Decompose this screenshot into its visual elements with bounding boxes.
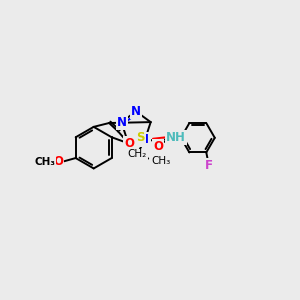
Text: F: F [205,159,213,172]
Text: O: O [53,155,63,168]
Text: O: O [153,140,163,153]
Text: N: N [117,116,127,129]
Text: N: N [131,105,141,118]
Text: N: N [139,133,149,146]
Text: NH: NH [166,131,186,144]
Text: CH₃: CH₃ [151,156,170,166]
Text: CH₂: CH₂ [128,149,147,159]
Text: O: O [124,137,134,150]
Text: S: S [136,131,145,144]
Text: CH₃: CH₃ [34,157,56,167]
